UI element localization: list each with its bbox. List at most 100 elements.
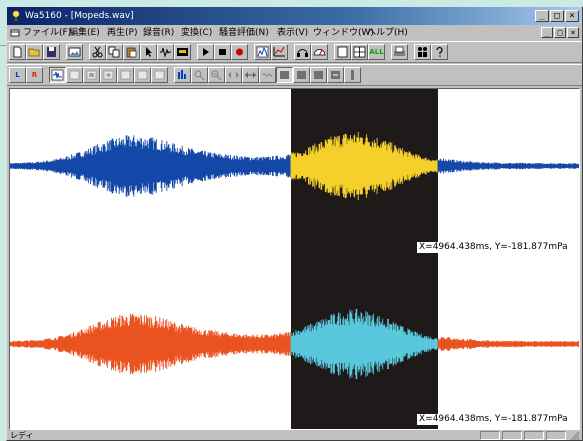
spectrum-button[interactable] bbox=[254, 44, 271, 60]
display-mode-5-button[interactable] bbox=[344, 67, 361, 83]
waveform-view-icon bbox=[51, 69, 64, 81]
view-mode-5-button[interactable] bbox=[117, 67, 134, 83]
paste-icon bbox=[126, 47, 137, 58]
selection-region[interactable] bbox=[291, 89, 438, 429]
single-view-button[interactable] bbox=[334, 44, 351, 60]
menu-convert[interactable]: 変換(C) bbox=[181, 28, 213, 38]
view-mode-6-button[interactable] bbox=[134, 67, 151, 83]
new-file-icon bbox=[13, 46, 22, 58]
waveform-canvas[interactable] bbox=[10, 89, 579, 429]
channel-2-waveform-tail bbox=[437, 337, 579, 351]
view-mode-7-button[interactable] bbox=[151, 67, 168, 83]
display-mode-4-button[interactable] bbox=[327, 67, 344, 83]
headphones-button[interactable] bbox=[294, 44, 311, 60]
view-mode-4-button[interactable] bbox=[100, 67, 117, 83]
meter-icon bbox=[313, 49, 326, 56]
menu-edit[interactable]: 編集(E) bbox=[69, 28, 100, 38]
tape-button[interactable] bbox=[174, 44, 191, 60]
paste-button[interactable] bbox=[123, 44, 140, 60]
waveform-view-button[interactable] bbox=[49, 67, 66, 83]
split-view-button[interactable] bbox=[351, 44, 368, 60]
picture-icon bbox=[68, 47, 81, 57]
box-pane-icon bbox=[86, 70, 97, 80]
zoom-in-button[interactable] bbox=[191, 67, 208, 83]
close-button[interactable]: × bbox=[565, 10, 579, 22]
menu-record[interactable]: 録音(R) bbox=[143, 28, 175, 38]
vertical-wave-icon bbox=[262, 73, 273, 77]
waveform-display[interactable]: X=4964.438ms, Y=-181.877mPa X=4964.438ms… bbox=[9, 88, 580, 430]
zoom-vertical-button[interactable] bbox=[259, 67, 276, 83]
channel-1-selected-waveform bbox=[290, 132, 439, 200]
view-mode-2-button[interactable] bbox=[66, 67, 83, 83]
zoom-bars-icon bbox=[178, 70, 186, 79]
menu-noise-evaluation[interactable]: 騒音評価(N) bbox=[219, 28, 269, 38]
copy-button[interactable] bbox=[106, 44, 123, 60]
graph-icon bbox=[273, 46, 285, 57]
headphones-icon bbox=[297, 49, 308, 57]
status-bar: レディ bbox=[7, 430, 582, 441]
stop-button[interactable] bbox=[214, 44, 231, 60]
split-pane-icon bbox=[353, 46, 366, 58]
doc-close-button[interactable]: × bbox=[567, 27, 579, 38]
menu-play[interactable]: 再生(P) bbox=[107, 28, 138, 38]
maximize-button[interactable]: □ bbox=[550, 10, 564, 22]
app-icon bbox=[12, 10, 20, 21]
save-button[interactable] bbox=[43, 44, 60, 60]
left-channel-button[interactable]: L bbox=[9, 67, 26, 83]
menu-help[interactable]: ヘルプ(H) bbox=[367, 28, 408, 38]
spectrum-icon bbox=[256, 46, 269, 58]
right-channel-button[interactable]: R bbox=[26, 67, 43, 83]
channel-1-waveform bbox=[10, 135, 292, 197]
print-preview-button[interactable] bbox=[66, 44, 83, 60]
blank-pane-icon bbox=[69, 70, 80, 80]
about-button[interactable] bbox=[414, 44, 431, 60]
record-button[interactable] bbox=[231, 44, 248, 60]
menu-bar: ファイル(F) 編集(E) 再生(P) 録音(R) 変換(C) 騒音評価(N) … bbox=[7, 25, 582, 41]
document-icon[interactable] bbox=[10, 28, 20, 38]
new-file-button[interactable] bbox=[9, 44, 26, 60]
open-file-button[interactable] bbox=[26, 44, 43, 60]
zoom-button[interactable] bbox=[174, 67, 191, 83]
zoom-out-button[interactable] bbox=[208, 67, 225, 83]
play-button[interactable] bbox=[197, 44, 214, 60]
zoom-out-icon bbox=[211, 70, 222, 81]
main-toolbar: ALL bbox=[7, 41, 582, 63]
analysis-button[interactable] bbox=[271, 44, 288, 60]
status-pane bbox=[480, 431, 500, 440]
waveform-edit-button[interactable] bbox=[157, 44, 174, 60]
menu-window[interactable]: ウィンドウ(W) bbox=[313, 28, 374, 38]
print-button[interactable] bbox=[391, 44, 408, 60]
menu-view[interactable]: 表示(V) bbox=[277, 28, 309, 38]
status-text: レディ bbox=[10, 431, 34, 440]
blank-pane-icon bbox=[120, 70, 131, 80]
view-toolbar: L R bbox=[7, 64, 582, 86]
single-pane-icon bbox=[337, 46, 348, 58]
doc-restore-button[interactable]: □ bbox=[554, 27, 566, 38]
meter-button[interactable] bbox=[311, 44, 328, 60]
select-all-button[interactable]: ALL bbox=[368, 44, 385, 60]
cut-button[interactable] bbox=[89, 44, 106, 60]
help-button[interactable] bbox=[431, 44, 448, 60]
zoom-horizontal-button[interactable] bbox=[242, 67, 259, 83]
title-bar[interactable]: Wa5160 - [Mopeds.wav] _ □ × bbox=[7, 7, 582, 25]
cursor-readout-channel-2: X=4964.438ms, Y=-181.877mPa bbox=[417, 414, 570, 425]
record-icon bbox=[236, 48, 243, 56]
doc-minimize-button[interactable]: _ bbox=[541, 27, 553, 38]
channel-2-waveform bbox=[10, 313, 292, 375]
display-mode-3-button[interactable] bbox=[310, 67, 327, 83]
printer-icon bbox=[394, 46, 405, 56]
resize-grip-icon[interactable] bbox=[570, 431, 580, 441]
view-mode-3-button[interactable] bbox=[83, 67, 100, 83]
channel-2-selected-waveform bbox=[290, 308, 439, 380]
window-title: Wa5160 - [Mopeds.wav] bbox=[25, 11, 134, 21]
menu-file[interactable]: ファイル(F) bbox=[23, 28, 72, 38]
app-window: Wa5160 - [Mopeds.wav] _ □ × ファイル(F) 編集(E… bbox=[6, 6, 583, 441]
gray-block-icon bbox=[280, 71, 289, 79]
minimize-button[interactable]: _ bbox=[535, 10, 549, 22]
display-mode-1-button[interactable] bbox=[276, 67, 293, 83]
zoom-in-icon bbox=[194, 70, 205, 81]
cursor-button[interactable] bbox=[140, 44, 157, 60]
display-mode-2-button[interactable] bbox=[293, 67, 310, 83]
status-pane bbox=[502, 431, 522, 440]
zoom-fit-button[interactable] bbox=[225, 67, 242, 83]
